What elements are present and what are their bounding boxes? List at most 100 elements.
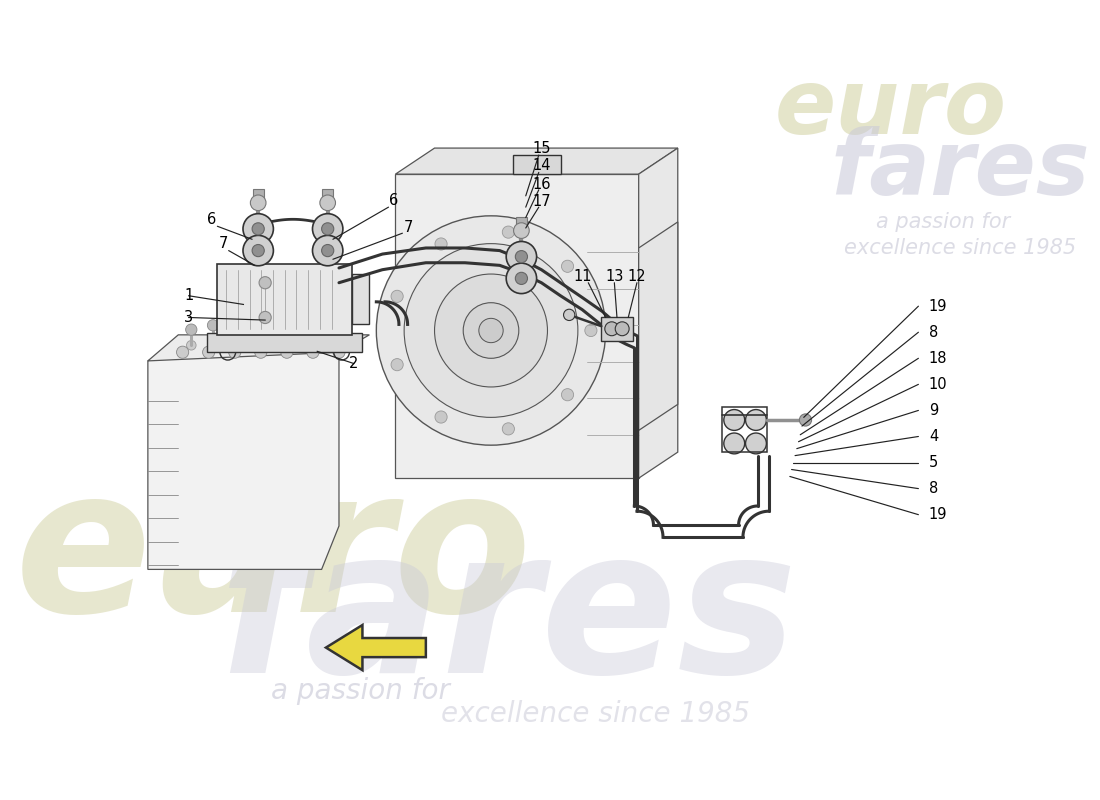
Circle shape [243,214,274,244]
Text: 19: 19 [928,298,947,314]
Circle shape [321,222,333,235]
Circle shape [255,346,267,358]
Circle shape [308,331,318,341]
Polygon shape [147,352,339,570]
Circle shape [176,346,189,358]
Text: a passion for: a passion for [272,677,450,705]
Circle shape [320,195,336,210]
Circle shape [605,322,618,336]
Circle shape [229,346,241,358]
Circle shape [280,346,293,358]
Circle shape [561,260,573,272]
Text: 3: 3 [184,310,194,325]
Circle shape [321,245,333,257]
Circle shape [376,216,606,445]
Circle shape [404,244,578,418]
Text: 7: 7 [219,236,228,251]
Text: 15: 15 [532,141,551,155]
Polygon shape [639,222,678,430]
Circle shape [506,242,537,272]
Text: 17: 17 [532,194,551,210]
Circle shape [333,315,344,326]
Circle shape [260,277,272,289]
Text: 12: 12 [628,269,647,284]
Circle shape [260,311,272,323]
Circle shape [478,318,503,342]
Text: 4: 4 [928,429,938,444]
Circle shape [243,235,274,266]
Circle shape [585,325,597,337]
Text: 6: 6 [207,212,216,227]
Polygon shape [639,148,678,478]
Text: 11: 11 [573,269,592,284]
Polygon shape [326,625,426,670]
Circle shape [282,315,293,326]
Circle shape [503,226,515,238]
Circle shape [187,341,196,350]
Circle shape [307,346,319,358]
Bar [253,189,264,203]
Text: 18: 18 [928,351,947,366]
Bar [602,317,632,341]
Text: 13: 13 [605,269,624,284]
Circle shape [434,274,548,387]
Polygon shape [395,174,639,478]
Text: 9: 9 [928,403,938,418]
Circle shape [463,302,519,358]
Text: 1: 1 [184,288,194,303]
Circle shape [515,272,528,285]
Text: 8: 8 [928,481,938,496]
Bar [207,333,362,352]
Text: 7: 7 [404,220,414,234]
Bar [513,155,561,174]
Circle shape [746,410,767,430]
Text: 10: 10 [928,377,947,392]
Circle shape [230,334,240,344]
Circle shape [312,214,343,244]
Text: 2: 2 [349,356,359,371]
Circle shape [251,195,266,210]
Circle shape [800,414,812,426]
Circle shape [186,324,197,335]
Text: excellence since 1985: excellence since 1985 [441,701,750,729]
Text: excellence since 1985: excellence since 1985 [844,238,1076,258]
Circle shape [252,222,264,235]
Circle shape [724,410,745,430]
Circle shape [202,346,215,358]
Circle shape [229,318,241,330]
Circle shape [724,433,745,454]
Text: 6: 6 [389,193,398,208]
Circle shape [561,389,573,401]
Circle shape [563,310,575,321]
Text: 8: 8 [928,325,938,340]
Text: euro: euro [774,65,1006,153]
Text: fares: fares [830,126,1090,214]
Circle shape [746,433,767,454]
Bar [218,264,352,335]
Text: fares: fares [219,520,798,714]
Circle shape [434,238,447,250]
Circle shape [333,346,345,358]
Circle shape [503,423,515,435]
Polygon shape [395,148,678,174]
Circle shape [506,263,537,294]
Bar [352,274,370,325]
Bar [322,189,333,203]
Circle shape [255,316,266,327]
Text: euro: euro [15,459,532,654]
Circle shape [434,411,447,423]
Circle shape [615,322,629,336]
Text: 14: 14 [532,158,551,173]
Bar [722,407,768,452]
Circle shape [208,320,219,331]
Bar [516,217,527,230]
Circle shape [312,235,343,266]
Polygon shape [147,335,370,361]
Circle shape [334,332,344,342]
Circle shape [256,333,265,342]
Text: 16: 16 [532,177,551,192]
Circle shape [252,245,264,257]
Circle shape [208,336,218,346]
Circle shape [390,290,404,302]
Circle shape [515,250,528,262]
